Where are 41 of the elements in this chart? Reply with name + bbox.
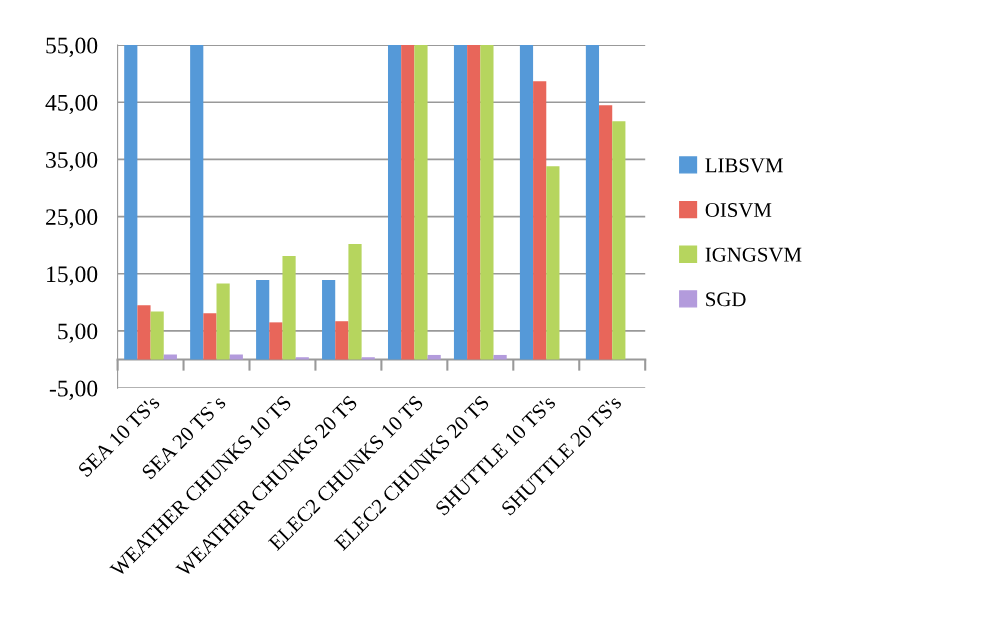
bar: [480, 45, 494, 360]
bar: [203, 313, 217, 360]
y-tick-label: 15,00: [47, 266, 98, 286]
bar: [137, 305, 151, 360]
bar: [401, 45, 415, 360]
legend-label: OISVM: [705, 203, 772, 218]
bar: [493, 354, 507, 360]
bar: [348, 244, 362, 360]
bar: [124, 45, 138, 360]
legend-label: IGNGSVM: [705, 247, 802, 262]
y-tick-label: 5,00: [58, 323, 98, 343]
bar: [282, 256, 296, 360]
bar: [163, 354, 177, 360]
y-tick-label: -5,00: [49, 380, 98, 400]
legend-label: SGD: [706, 292, 746, 307]
y-tick-label: 45,00: [45, 94, 98, 115]
bar: [361, 357, 375, 360]
bar: [322, 280, 336, 360]
bar: [216, 283, 230, 360]
bar: [612, 121, 626, 360]
bar: [519, 45, 534, 360]
y-tick-label: 35,00: [46, 151, 98, 172]
bar: [256, 280, 270, 360]
bar: [190, 45, 204, 360]
bar: [427, 354, 441, 360]
y-tick-label: 55,00: [46, 37, 98, 57]
bar: [295, 357, 309, 360]
bar: [599, 105, 613, 360]
bar: [150, 311, 164, 360]
bar: [229, 354, 243, 360]
bar: [414, 45, 428, 360]
bar: [453, 45, 468, 360]
bar: [585, 45, 600, 360]
bar: [467, 45, 481, 360]
legend-label: LIBSVM: [705, 158, 783, 173]
bar: [387, 45, 402, 360]
bar: [335, 321, 349, 360]
bar: [269, 322, 283, 360]
bar: [546, 166, 560, 360]
y-tick-label: 25,00: [46, 209, 98, 229]
bar: [533, 81, 547, 360]
